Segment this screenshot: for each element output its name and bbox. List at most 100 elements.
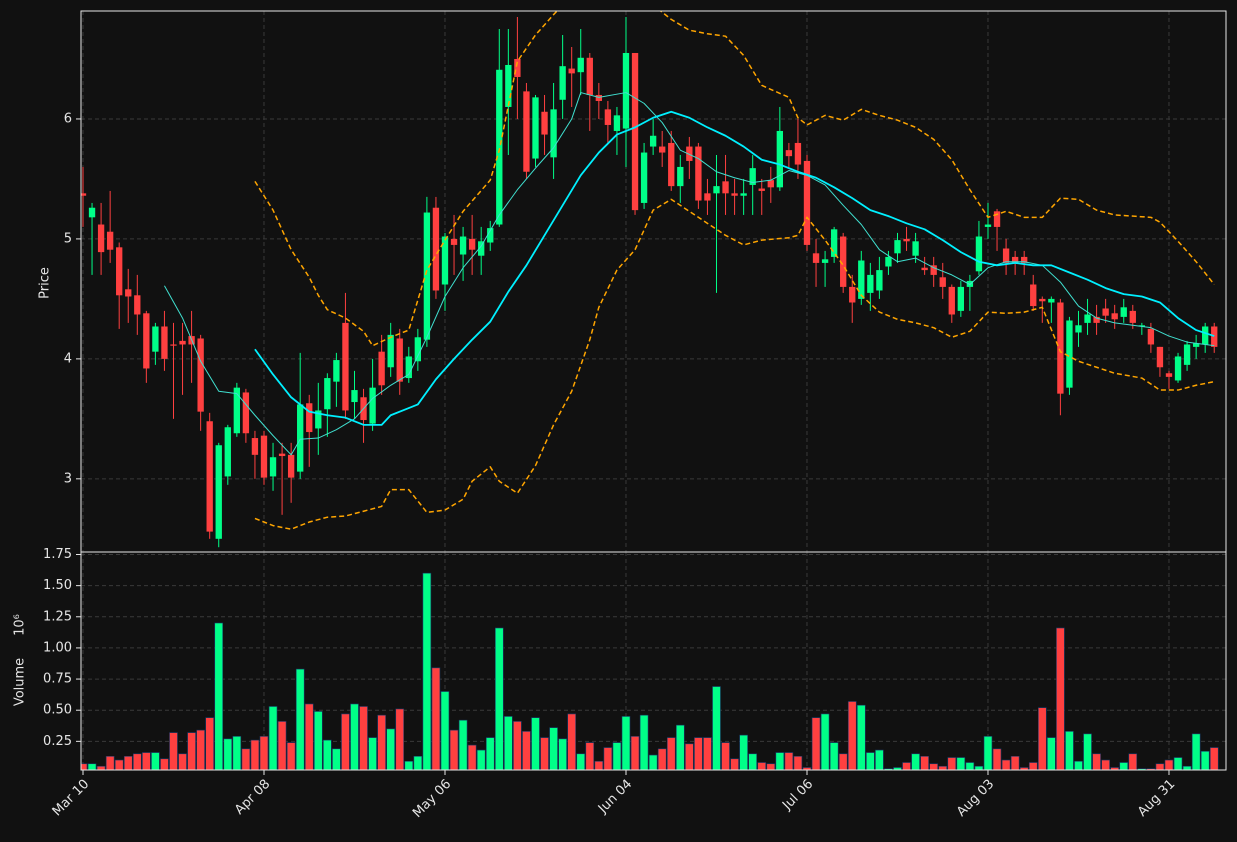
volume-bar [1119, 762, 1129, 770]
candle-body [143, 313, 150, 369]
volume-bar [332, 748, 341, 770]
candle-body [1011, 256, 1019, 263]
candle-body [1138, 325, 1146, 327]
price-axis-label: Price [38, 267, 53, 299]
candle-body [1174, 356, 1182, 381]
candle-body [541, 111, 548, 135]
candle-body [767, 180, 774, 188]
volume-frame [80, 551, 1227, 771]
candle-body [242, 392, 250, 434]
candle-body [984, 224, 992, 227]
candle-body [1211, 326, 1218, 347]
volume-bar [603, 747, 613, 770]
candle-body [514, 58, 521, 77]
candle-body [677, 166, 684, 187]
candle-body [450, 238, 458, 245]
volume-bar [1065, 731, 1074, 770]
candle-body [993, 211, 1001, 227]
volume-bar [1028, 762, 1038, 770]
candle-body [586, 57, 593, 95]
volume-bar [956, 757, 966, 770]
y-tick-label: 1.75 [43, 547, 72, 562]
volume-bar [395, 708, 405, 770]
volume-bar [1182, 765, 1192, 770]
candle-body [441, 236, 449, 285]
volume-bar [386, 728, 395, 770]
candle-body [659, 146, 666, 153]
candle-body [749, 168, 756, 185]
volume-bar [268, 706, 278, 770]
candle-body [731, 193, 738, 196]
candle-body [215, 445, 222, 539]
candle-body [1048, 298, 1055, 303]
candle-body [532, 97, 539, 159]
volume-bar [820, 713, 830, 770]
volume-bar [531, 717, 540, 770]
volume-bar [992, 748, 1002, 770]
candle-body [975, 236, 983, 272]
volume-bar [847, 701, 857, 770]
volume-bar [404, 760, 414, 770]
price-plot [81, 11, 1218, 548]
candle-body [278, 453, 286, 457]
volume-bar [350, 703, 359, 770]
candle-body [432, 207, 440, 291]
volume-bar [775, 752, 785, 770]
candle-body [821, 259, 829, 263]
candle-body [468, 238, 476, 250]
candle-body [342, 322, 349, 411]
candle-body [324, 378, 331, 410]
candle-body [1111, 313, 1118, 320]
volume-bar [241, 748, 251, 770]
candle-body [686, 146, 693, 161]
volume-bar [277, 721, 287, 770]
volume-bar [504, 716, 513, 770]
volume-bar [1191, 733, 1201, 770]
volume-bar [676, 724, 685, 770]
candle-body [1192, 343, 1200, 347]
candle-body [97, 224, 105, 253]
candle-body [1183, 344, 1191, 365]
candle-body [1084, 314, 1091, 323]
candle-body [668, 142, 675, 187]
candle-body [849, 286, 856, 303]
candle-body [568, 68, 575, 74]
candle-body [206, 421, 213, 532]
volume-plot [81, 572, 1219, 770]
candle-body [333, 360, 340, 382]
volume-bar [540, 737, 549, 770]
volume-bar [114, 759, 124, 770]
candle-body [88, 207, 96, 218]
overlay-line [254, 198, 1215, 530]
candle-body [930, 265, 937, 275]
volume-bar [214, 622, 224, 770]
volume-bar [413, 755, 423, 770]
candle-body [894, 240, 901, 254]
volume-bar [920, 755, 929, 770]
volume-bar [648, 754, 658, 770]
volume-bar [286, 742, 296, 770]
volume-bar [467, 744, 477, 770]
volume-bar [440, 691, 450, 770]
volume-bar [965, 762, 975, 770]
candle-body [604, 109, 612, 125]
candle-body [387, 334, 394, 368]
candle-body [704, 193, 711, 201]
volume-bar [929, 763, 938, 770]
volume-bar [1128, 753, 1138, 770]
candle-body [351, 390, 358, 403]
candle-body [523, 91, 530, 172]
volume-bar [304, 703, 314, 770]
volume-bar [793, 755, 803, 770]
volume-bar [295, 668, 305, 770]
candle-body [233, 387, 241, 434]
volume-bar [223, 738, 233, 770]
candle-body [885, 256, 892, 267]
volume-bar [657, 748, 667, 770]
candle-body [496, 69, 503, 225]
volume-bar [1092, 753, 1101, 770]
volume-bar [187, 732, 196, 770]
volume-bar [757, 762, 767, 770]
